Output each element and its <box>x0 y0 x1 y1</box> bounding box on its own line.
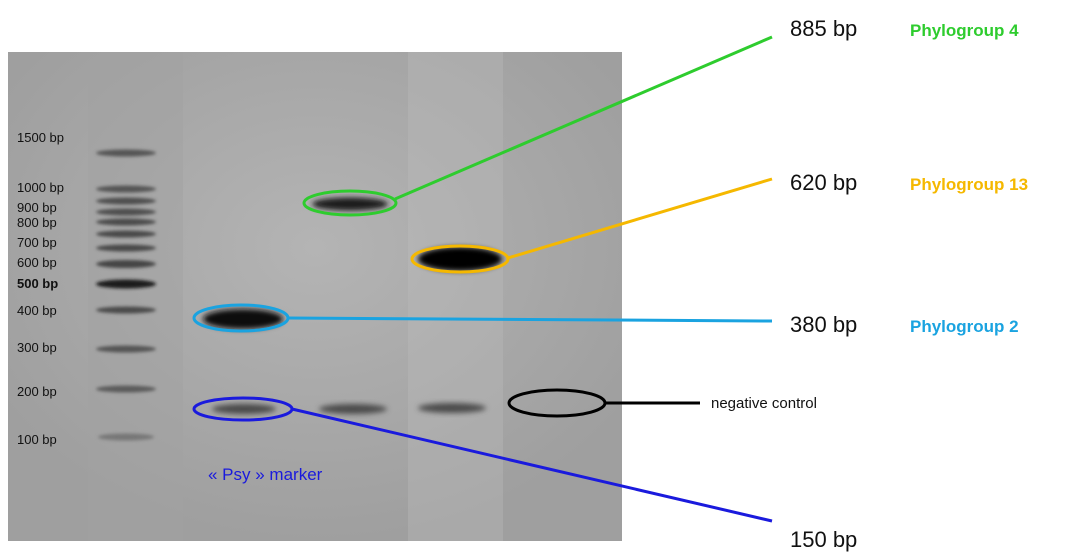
ladder-label-500: 500 bp <box>17 276 59 291</box>
ellipse-pg13 <box>410 244 510 274</box>
ladder-band-1000 <box>96 185 156 193</box>
leader-pg2 <box>287 316 773 323</box>
ladder-label-200: 200 bp <box>17 384 57 399</box>
ladder-band-600 <box>96 260 156 268</box>
ladder-band-800 <box>96 218 156 226</box>
negative-control-label: negative control <box>711 395 817 412</box>
size-label-pg4: 885 bp <box>790 16 858 41</box>
ladder-band-300 <box>96 345 156 353</box>
ladder-band-100 <box>98 433 154 441</box>
ladder-label-400: 400 bp <box>17 303 57 318</box>
band-pg4-885 <box>312 197 388 211</box>
ladder-label-1000: 1000 bp <box>17 180 64 195</box>
ladder-label-900: 900 bp <box>17 200 57 215</box>
ladder-band-900 <box>96 197 156 205</box>
psy-marker-label: « Psy » marker <box>208 465 323 484</box>
ladder-label-800: 800 bp <box>17 215 57 230</box>
ladder-label-700: 700 bp <box>17 235 57 250</box>
ladder-bands <box>96 149 156 441</box>
ellipse-negative <box>507 388 607 418</box>
band-pg13-620 <box>418 247 502 271</box>
ladder-label-300: 300 bp <box>17 340 57 355</box>
leader-psy <box>291 407 773 523</box>
ladder-band-1500 <box>96 149 156 157</box>
band-pg2-380 <box>203 309 283 329</box>
size-label-psy: 150 bp <box>790 527 858 552</box>
gel-image <box>8 52 622 541</box>
size-label-pg13: 620 bp <box>790 170 858 195</box>
band-psy-lane2 <box>319 404 387 414</box>
ladder-band-850 <box>96 208 156 216</box>
ladder-label-1500: 1500 bp <box>17 130 64 145</box>
ellipse-pg2 <box>192 303 290 333</box>
ellipse-psy <box>192 396 294 422</box>
ladder-band-700 <box>96 230 156 238</box>
band-psy-lane1 <box>212 404 276 414</box>
leader-pg13 <box>507 177 773 260</box>
sample-bands <box>203 197 502 414</box>
ellipse-pg4 <box>302 189 398 217</box>
ladder-label-600: 600 bp <box>17 255 57 270</box>
name-label-pg13: Phylogroup 13 <box>910 175 1029 194</box>
name-label-pg4: Phylogroup 4 <box>910 21 1019 40</box>
leader-pg4 <box>394 35 773 201</box>
ladder-label-100: 100 bp <box>17 432 57 447</box>
ladder-band-500 <box>96 279 156 289</box>
name-label-pg2: Phylogroup 2 <box>910 317 1019 336</box>
size-label-pg2: 380 bp <box>790 312 858 337</box>
band-psy-lane3 <box>418 403 486 413</box>
ladder-band-650 <box>96 244 156 252</box>
ladder-band-200 <box>96 385 156 393</box>
ladder-band-400 <box>96 306 156 314</box>
